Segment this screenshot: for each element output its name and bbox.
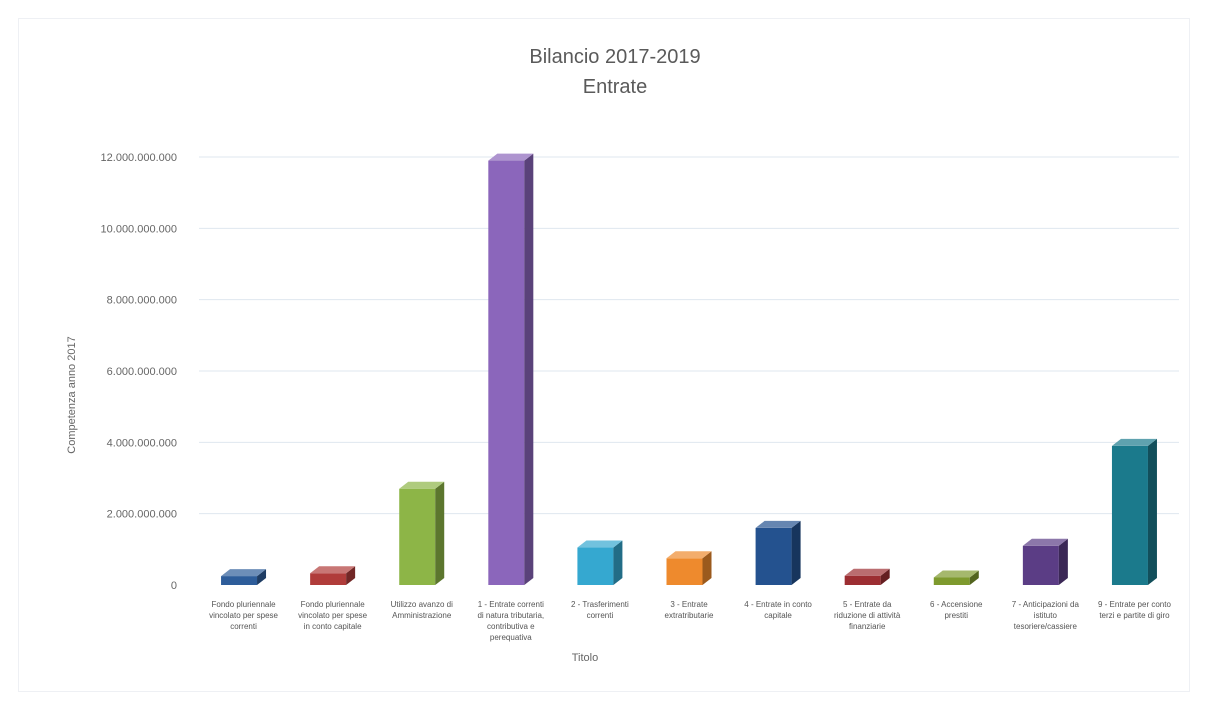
bar xyxy=(1111,438,1157,585)
y-tick-label: 6.000.000.000 xyxy=(107,366,177,378)
y-axis-ticks: 0 2.000.000.000 4.000.000.000 6.000.000.000… xyxy=(101,152,177,592)
bar xyxy=(399,481,445,585)
x-category-label: 4 - Entrate in conto capitale xyxy=(744,600,812,620)
bar xyxy=(933,570,979,585)
x-category-label: Fondo pluriennale vincolato per spese in c… xyxy=(298,600,367,631)
bar-chart: Bilancio 2017-2019 Entrate 0 2.000.000.00… xyxy=(66,46,1179,664)
y-tick-label: 12.000.000.000 xyxy=(101,152,177,164)
bar xyxy=(666,551,712,585)
chart-title: Bilancio 2017-2019 xyxy=(529,46,700,68)
bar xyxy=(1022,538,1068,585)
y-tick-label: 8.000.000.000 xyxy=(107,295,177,307)
bar xyxy=(844,568,890,585)
x-category-label: 3 - Entrate extratributarie xyxy=(665,600,714,620)
x-axis-label: Titolo xyxy=(572,652,599,664)
chart-container: Bilancio 2017-2019 Entrate 0 2.000.000.00… xyxy=(18,18,1190,692)
bar xyxy=(310,566,356,585)
x-category-label: 1 - Entrate correnti di natura tributaria… xyxy=(477,600,544,642)
x-category-label: Fondo pluriennale vincolato per spese corr… xyxy=(209,600,278,631)
gridlines xyxy=(199,156,1179,515)
bar xyxy=(488,153,534,586)
y-axis-label: Competenza anno 2017 xyxy=(66,336,78,453)
x-category-label: 9 - Entrate per conto terzi e partite di … xyxy=(1098,600,1171,620)
x-category-label: Utilizzo avanzo di Amministrazione xyxy=(391,600,453,620)
x-category-label: 2 - Trasferimenti correnti xyxy=(571,600,629,620)
y-tick-label: 0 xyxy=(171,580,177,592)
x-category-label: 6 - Accensione prestiti xyxy=(930,600,983,620)
bar xyxy=(577,540,623,585)
x-category-label: 7 - Anticipazioni da istituto tesoriere/ca… xyxy=(1012,600,1080,631)
bar-series xyxy=(221,153,1157,586)
y-tick-label: 10.000.000.000 xyxy=(101,223,177,235)
x-axis-categories: Fondo pluriennale vincolato per spese corr… xyxy=(209,600,1171,642)
bar xyxy=(221,569,267,585)
x-category-label: 5 - Entrate da riduzione di attività finan… xyxy=(834,600,901,631)
bar xyxy=(755,520,801,585)
chart-subtitle: Entrate xyxy=(583,76,647,98)
y-tick-label: 2.000.000.000 xyxy=(107,509,177,521)
y-tick-label: 4.000.000.000 xyxy=(107,437,177,449)
